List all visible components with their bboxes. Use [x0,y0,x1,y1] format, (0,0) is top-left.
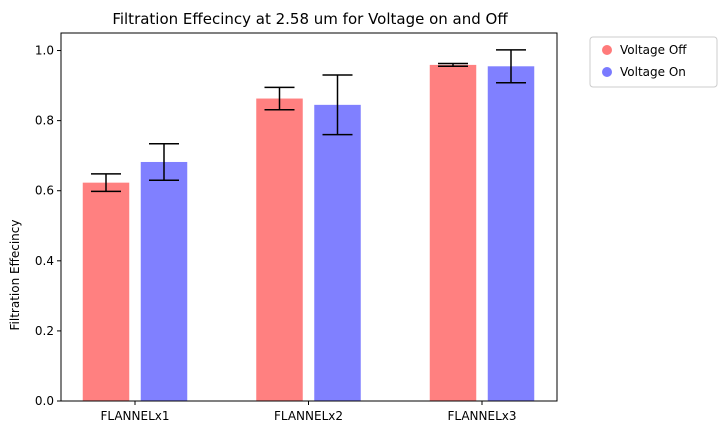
legend: Voltage Off Voltage On [589,36,718,88]
bar-voltage-on-flannelx2 [314,104,361,401]
x-tick-label: FLANNELx2 [274,409,343,423]
plot-area: 0.0 0.2 0.4 0.6 0.8 1.0 FLANNELx1 FLANNELx2 FLAN… [35,32,558,423]
y-tick-label: 0.2 [35,324,54,338]
legend-label: Voltage On [620,65,686,79]
x-tick-label: FLANNELx1 [100,409,169,423]
legend-box [589,36,718,88]
y-tick-label: 1.0 [35,44,54,58]
bar-voltage-off-flannelx2 [256,98,303,401]
bar-voltage-off-flannelx1 [82,182,130,401]
axes-frame [60,32,558,402]
y-tick-label: 0.4 [35,254,54,268]
bar-voltage-on-flannelx1 [140,161,188,401]
chart-title: Filtration Effecincy at 2.58 um for Volt… [112,10,508,28]
y-tick-label: 0.0 [35,394,54,408]
y-tick-label: 0.8 [35,114,54,128]
legend-marker [602,45,612,55]
legend-label: Voltage Off [620,43,687,57]
y-axis-label: Filtration Effecincy [8,220,22,331]
bar-voltage-on-flannelx3 [487,66,535,402]
bar-voltage-off-flannelx3 [429,64,477,401]
legend-marker [602,67,612,77]
y-tick-label: 0.6 [35,184,54,198]
x-tick-label: FLANNELx3 [447,409,516,423]
